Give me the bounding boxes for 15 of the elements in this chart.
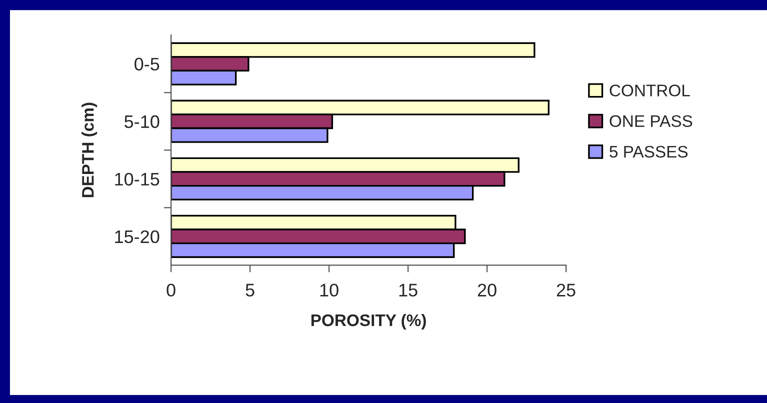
y-axis-title: DEPTH (cm) <box>82 102 98 198</box>
x-tick-label: 0 <box>166 284 176 296</box>
x-tick-label: 20 <box>478 284 496 296</box>
legend-label: 5 PASSES <box>610 146 688 158</box>
y-tick-label: 15-20 <box>115 230 160 244</box>
legend-label: ONE PASS <box>610 115 692 128</box>
legend-label: CONTROL <box>610 84 690 96</box>
y-tick-label: 10-15 <box>115 172 160 186</box>
x-tick-label: 5 <box>246 284 254 296</box>
y-tick-label: 5-10 <box>124 115 160 128</box>
x-tick-label: 15 <box>399 284 418 296</box>
y-tick-label: 0-5 <box>134 58 160 71</box>
x-tick-label: 10 <box>320 284 338 296</box>
x-tick-label: 25 <box>556 284 576 296</box>
x-axis-title: POROSITY (%) <box>311 314 426 330</box>
